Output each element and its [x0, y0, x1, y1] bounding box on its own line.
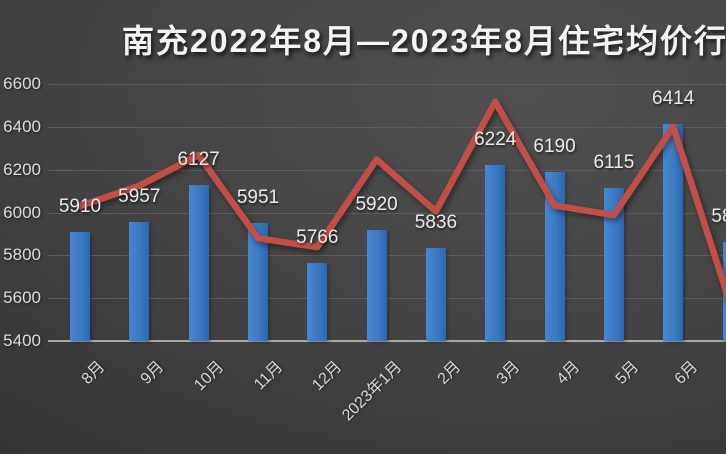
- gridline: [48, 212, 726, 214]
- bar: [425, 247, 446, 341]
- bar-value-label: 5951: [236, 186, 280, 208]
- bar: [70, 231, 90, 341]
- bar: [603, 187, 624, 341]
- bar: [188, 185, 209, 341]
- bar: [129, 221, 150, 341]
- bar-value-label: 5862: [711, 206, 726, 228]
- bar-value-label: 6127: [177, 149, 220, 171]
- bar-value-label: 6224: [474, 128, 517, 150]
- y-axis-tick-label: 5400: [3, 331, 41, 350]
- bar-value-label: 5957: [118, 185, 161, 207]
- bar-value-label: 5836: [414, 211, 458, 233]
- bar: [485, 164, 506, 341]
- bar-value-label: 6414: [652, 87, 695, 109]
- gridline: [48, 255, 726, 257]
- y-axis-tick-label: 5600: [3, 288, 41, 308]
- y-axis-tick-label: 6600: [3, 74, 41, 93]
- bar-value-label: 6190: [533, 135, 576, 157]
- bar-value-label: 5766: [296, 226, 339, 248]
- bar-value-label: 6115: [593, 151, 635, 173]
- y-axis-tick-label: 6400: [3, 116, 41, 136]
- trend-line-path: [76, 98, 726, 302]
- y-axis-tick-label: 6000: [3, 202, 41, 222]
- x-axis-line: [48, 340, 726, 342]
- bar: [544, 171, 565, 341]
- bar-value-label: 5920: [355, 193, 398, 215]
- bar-value-label: 5910: [58, 195, 102, 217]
- y-axis-tick-label: 6200: [3, 159, 41, 179]
- chart-title: 南充2022年8月—2023年8月住宅均价行: [122, 23, 726, 59]
- gridline: [48, 126, 726, 128]
- bar: [307, 262, 328, 341]
- bar: [663, 123, 684, 341]
- gridline: [48, 298, 726, 300]
- y-axis-tick-label: 5800: [3, 245, 41, 265]
- gridline: [48, 84, 726, 85]
- bar: [247, 222, 268, 341]
- bar: [366, 229, 387, 341]
